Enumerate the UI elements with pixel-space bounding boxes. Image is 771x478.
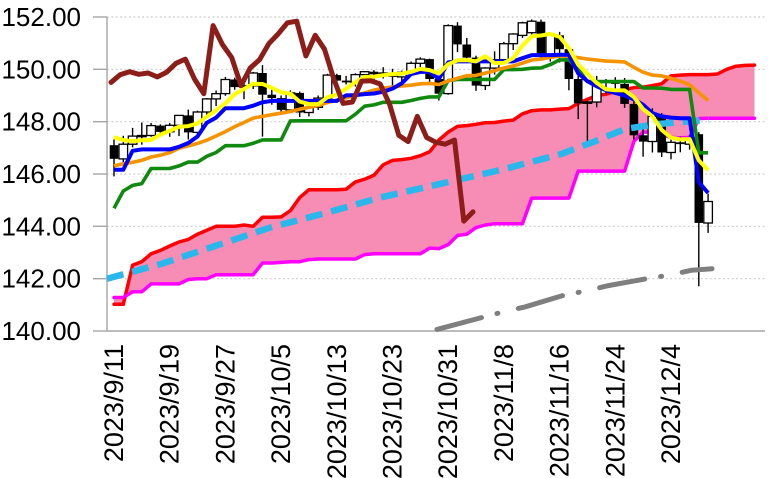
svg-text:142.00: 142.00 (1, 264, 81, 294)
svg-text:2023/10/5: 2023/10/5 (266, 344, 296, 464)
svg-text:2023/12/4: 2023/12/4 (656, 344, 686, 464)
svg-text:2023/9/19: 2023/9/19 (155, 344, 185, 464)
svg-text:150.00: 150.00 (1, 54, 81, 84)
svg-text:2023/10/13: 2023/10/13 (322, 344, 352, 478)
svg-text:144.00: 144.00 (1, 211, 81, 241)
svg-text:152.00: 152.00 (1, 2, 81, 32)
svg-text:2023/9/11: 2023/9/11 (99, 344, 129, 462)
svg-text:148.00: 148.00 (1, 107, 81, 137)
svg-text:2023/9/27: 2023/9/27 (210, 344, 240, 464)
svg-text:2023/10/23: 2023/10/23 (378, 344, 408, 478)
svg-text:2023/11/16: 2023/11/16 (545, 344, 575, 477)
svg-text:2023/10/31: 2023/10/31 (433, 344, 463, 478)
svg-text:2023/11/24: 2023/11/24 (600, 344, 630, 477)
svg-text:146.00: 146.00 (1, 159, 81, 189)
svg-text:2023/11/8: 2023/11/8 (489, 344, 519, 462)
svg-text:140.00: 140.00 (1, 316, 81, 346)
